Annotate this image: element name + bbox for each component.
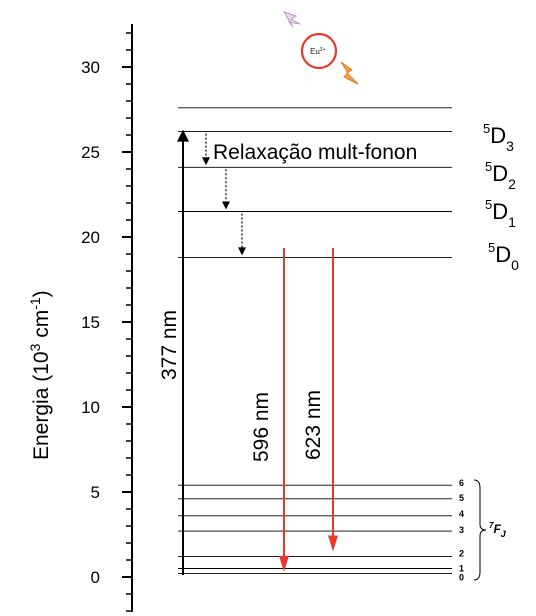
j-label-2: 2 [459,549,464,559]
j-label-4: 4 [459,509,464,519]
j-label-3: 3 [459,525,464,535]
eu-ion-icon: Eu3+ [282,11,359,85]
ion-circle [300,32,338,70]
excitation-arrow [177,129,189,575]
level-label-5D0: 5D0 [488,240,519,273]
energy-levels [178,107,452,575]
y-tick-label: 20 [81,228,100,247]
ground-level-labels: 01 2 3 4 5 6 [459,478,464,582]
ground-term-brace [473,479,487,581]
ground-term-label: 7FJ [489,521,507,539]
level-label-5D2: 5D2 [485,159,516,192]
relaxation-arrowhead [222,201,230,210]
emission-label-596: 596 nm [250,392,273,462]
relaxation-arrows [202,133,246,256]
emitted-lightning-icon [340,61,359,85]
y-tick-label: 5 [91,483,100,502]
y-tick-label: 25 [81,143,100,162]
y-tick-label: 15 [81,313,100,332]
relaxation-label: Relaxação mult-fonon [213,141,417,164]
j-label-5: 5 [459,493,464,503]
upper-level-labels: 5D3 5D2 5D1 5D0 [483,121,519,273]
y-axis-label: Energia (103 cm-1) [27,290,53,460]
y-axis: 0 5 10 15 20 25 30 [81,24,133,612]
emission-arrowhead-1 [328,535,338,552]
j-label-1: 1 [459,564,464,574]
ion-label: Eu3+ [310,47,326,56]
relaxation-arrowhead [202,157,210,166]
emission-arrows [279,248,338,572]
emission-arrowhead-0 [279,555,289,572]
level-label-5D1: 5D1 [485,197,516,230]
excitation-label: 377 nm [158,310,181,380]
emission-label-623: 623 nm [302,390,325,460]
excitation-arrowhead [177,129,189,142]
y-tick-label: 30 [81,58,100,77]
j-label-6: 6 [459,478,464,488]
y-tick-label: 0 [91,568,100,587]
j-label-0: 0 [459,573,464,583]
relaxation-arrowhead [238,247,246,256]
level-label-5D3: 5D3 [483,121,514,154]
y-tick-label: 10 [81,398,100,417]
incoming-lightning-icon [282,11,301,28]
